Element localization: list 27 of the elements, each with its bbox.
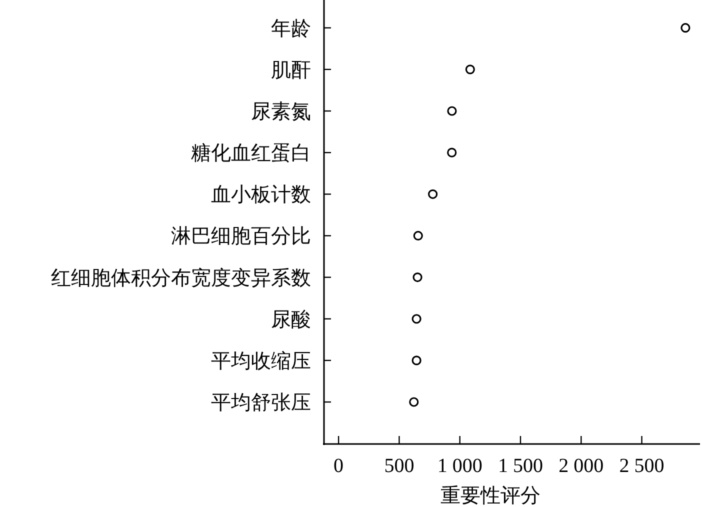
y-tick-label: 淋巴细胞百分比 [171, 226, 311, 248]
y-tick-label: 尿酸 [271, 308, 311, 331]
point [428, 189, 438, 199]
y-tick-label: 平均收缩压 [211, 350, 311, 372]
y-tick-label: 平均舒张压 [211, 392, 311, 414]
y-tick-label: 血小板计数 [211, 184, 311, 206]
x-tick-label: 2 500 [619, 455, 664, 477]
y-tick-label: 尿素氮 [251, 101, 311, 123]
point [412, 356, 422, 366]
x-tick-label: 0 [334, 455, 344, 477]
point [447, 148, 457, 158]
y-tick-label: 红细胞体积分布宽度变异系数 [51, 267, 311, 290]
x-axis-title: 重要性评分 [440, 485, 540, 507]
y-tick-label: 糖化血红蛋白 [191, 142, 311, 165]
x-tick-label: 2 000 [558, 455, 604, 477]
point [412, 272, 422, 282]
point [465, 64, 475, 74]
point [409, 397, 419, 407]
point [413, 230, 423, 241]
point [447, 106, 457, 116]
y-tick-label: 肌酐 [271, 59, 311, 82]
point [412, 314, 422, 324]
y-tick-label: 年龄 [271, 18, 311, 40]
x-tick-label: 1 500 [498, 455, 543, 477]
x-tick-label: 1 000 [437, 455, 482, 477]
x-tick-label: 500 [384, 455, 414, 477]
point [680, 23, 690, 33]
